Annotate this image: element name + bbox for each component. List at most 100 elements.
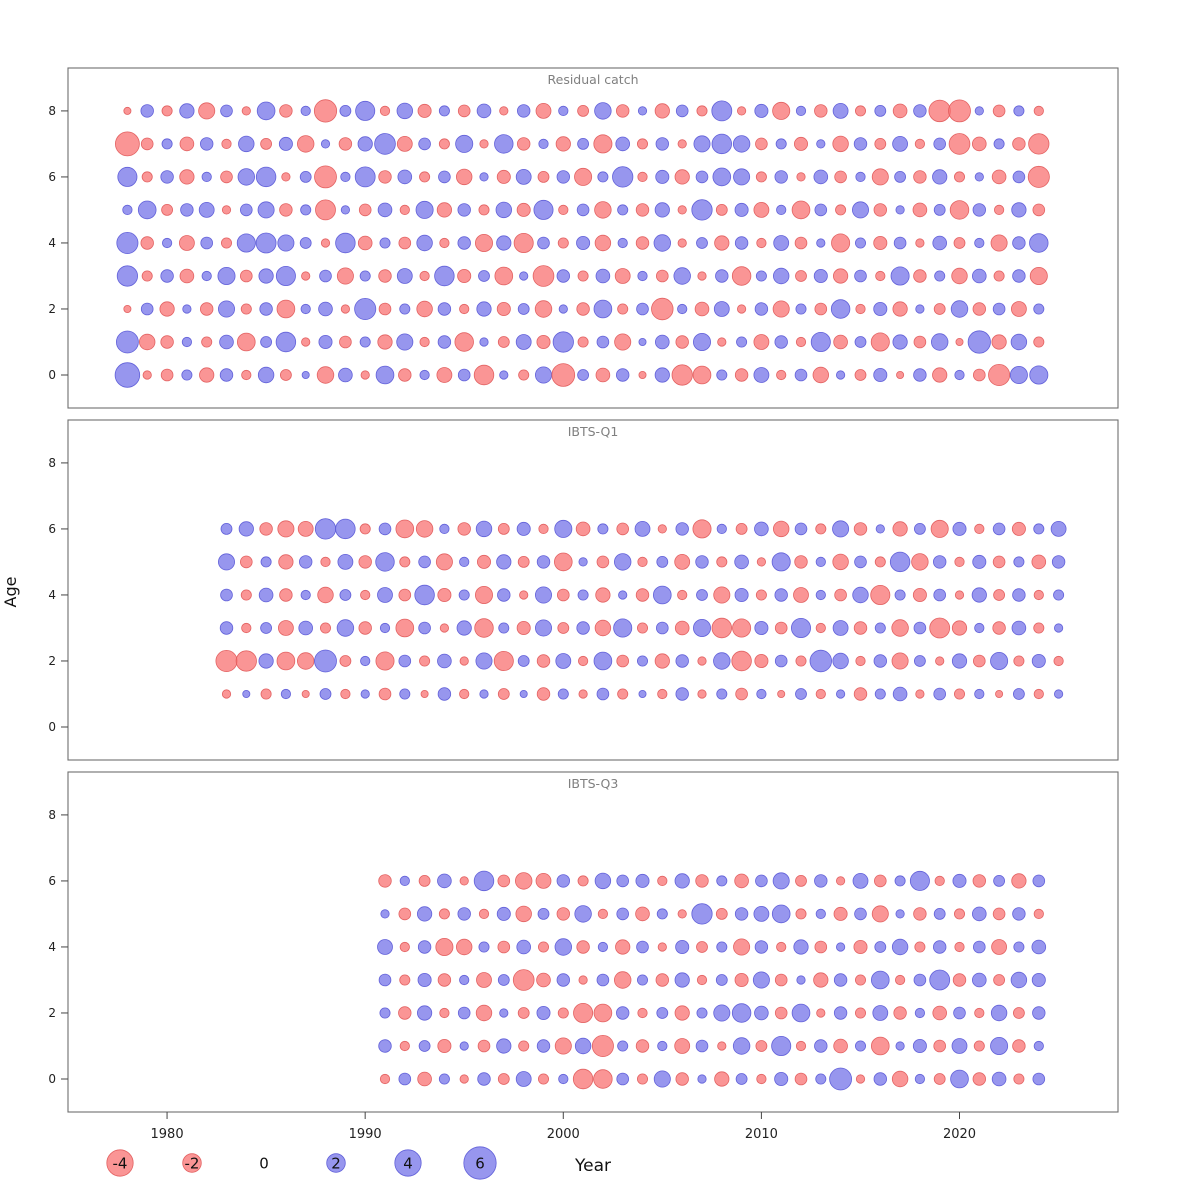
residual-bubble [617, 1040, 629, 1052]
residual-bubble [456, 620, 472, 636]
residual-bubble [1031, 939, 1047, 955]
residual-bubble [1050, 521, 1067, 537]
residual-bubble [756, 557, 767, 567]
residual-bubble [815, 523, 827, 535]
residual-bubble [116, 231, 139, 254]
residual-bubble [477, 1072, 491, 1086]
residual-bubble [360, 589, 371, 601]
residual-bubble [637, 1073, 649, 1085]
residual-bubble [279, 588, 293, 602]
residual-bubble [933, 1039, 946, 1053]
residual-bubble [259, 522, 273, 536]
residual-bubble [1054, 623, 1064, 633]
residual-bubble [536, 972, 551, 988]
residual-bubble [398, 588, 412, 602]
residual-bubble [459, 1074, 469, 1084]
residual-bubble [892, 521, 908, 537]
residual-bubble [515, 168, 532, 185]
residual-bubble [1033, 589, 1044, 601]
residual-bubble [1029, 233, 1049, 253]
residual-bubble [774, 621, 788, 635]
residual-bubble [577, 137, 589, 150]
residual-bubble [359, 523, 371, 535]
residual-bubble [870, 970, 890, 990]
y-axis-tick-label: 2 [48, 1006, 56, 1020]
residual-bubble [794, 136, 809, 151]
residual-bubble [116, 330, 139, 354]
residual-bubble [554, 519, 573, 538]
residual-bubble [815, 908, 826, 920]
residual-bubble [774, 973, 788, 987]
residual-bubble [772, 101, 791, 120]
residual-bubble [141, 270, 153, 282]
residual-bubble [835, 942, 846, 952]
residual-bubble [773, 520, 790, 538]
residual-bubble [538, 138, 549, 149]
panel-title: IBTS-Q1 [568, 424, 619, 439]
residual-bubble [933, 203, 946, 216]
residual-bubble [418, 1040, 431, 1052]
residual-bubble [654, 367, 670, 383]
residual-bubble [954, 556, 965, 568]
residual-bubble [474, 586, 493, 605]
residual-bubble [974, 688, 985, 700]
residual-bubble [854, 907, 867, 921]
residual-bubble [179, 169, 195, 185]
residual-bubble [915, 304, 925, 314]
residual-bubble [777, 690, 786, 699]
residual-bubble [553, 552, 573, 572]
residual-bubble [577, 589, 589, 601]
residual-bubble [1012, 907, 1026, 921]
residual-bubble [297, 521, 314, 537]
residual-bubble [756, 237, 767, 249]
residual-bubble [834, 170, 847, 184]
residual-bubble [200, 236, 214, 250]
residual-bubble [255, 232, 277, 254]
residual-bubble [436, 202, 452, 218]
residual-bubble [398, 907, 412, 921]
residual-bubble [1033, 523, 1045, 535]
residual-bubble [854, 336, 867, 348]
panel-ibts-q1: IBTS-Q1 0 2 4 6 8 [48, 419, 1119, 761]
residual-bubble [932, 169, 948, 185]
residual-bubble [991, 334, 1007, 350]
residual-bubble [557, 688, 569, 700]
residual-bubble [795, 270, 807, 282]
residual-bubble [871, 905, 889, 923]
residual-bubble [694, 301, 710, 317]
residual-bubble [160, 368, 174, 382]
residual-bubble [651, 297, 674, 321]
residual-bubble [1009, 365, 1028, 384]
residual-bubble [928, 99, 951, 123]
residual-bubble [913, 104, 927, 118]
residual-bubble [873, 203, 888, 217]
residual-bubble [914, 523, 926, 535]
residual-bubble [537, 170, 550, 183]
residual-bubble [260, 688, 272, 700]
residual-bubble [794, 236, 808, 250]
residual-bubble [536, 654, 551, 668]
residual-bubble [515, 872, 533, 890]
residual-bubble [437, 873, 452, 889]
residual-bubble [578, 975, 588, 985]
residual-bubble [932, 235, 947, 251]
residual-bubble [459, 656, 469, 666]
residual-bubble [953, 237, 966, 249]
residual-bubble [377, 334, 393, 350]
residual-bubble [992, 104, 1006, 118]
residual-bubble [972, 554, 987, 569]
legend-value-label: -2 [185, 1154, 200, 1172]
residual-bubble [181, 369, 193, 381]
residual-bubble [795, 303, 807, 315]
residual-bubble [894, 974, 906, 986]
residual-bubble [874, 941, 887, 953]
residual-bubble [990, 1004, 1008, 1022]
residual-bubble [717, 337, 727, 347]
residual-bubble [675, 522, 689, 536]
residual-bubble [716, 688, 728, 700]
residual-bubble [219, 621, 234, 635]
residual-bubble [437, 687, 452, 701]
residual-bubble [692, 365, 712, 385]
residual-bubble [953, 1006, 966, 1020]
